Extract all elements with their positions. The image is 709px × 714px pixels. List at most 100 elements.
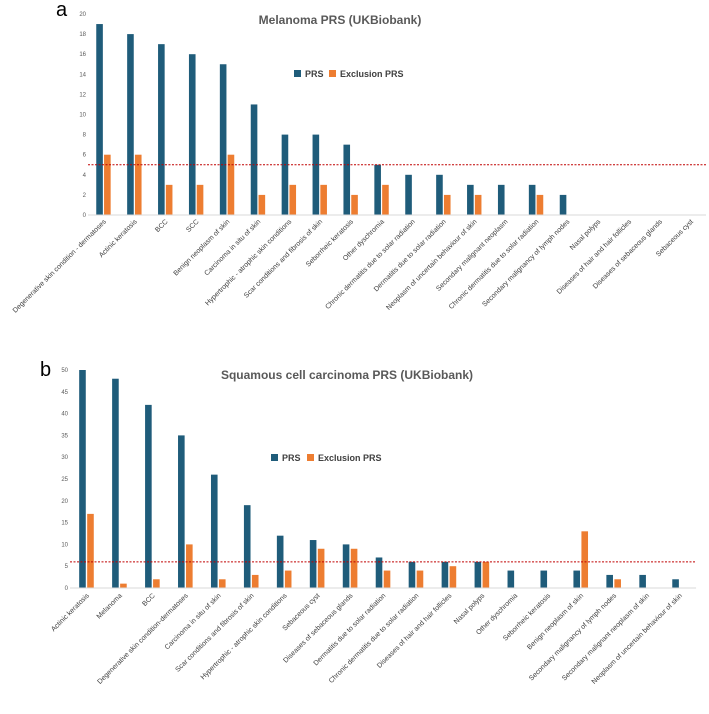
category-label: Dermatitis due to solar radiation — [313, 592, 388, 667]
bar-prs — [312, 134, 320, 215]
bar-prs — [342, 544, 350, 588]
y-tick-label: 0 — [83, 213, 87, 219]
bar-exclusion-prs — [153, 579, 160, 588]
bar-exclusion-prs — [382, 184, 389, 215]
bar-exclusion-prs — [536, 194, 544, 215]
bar-prs — [127, 34, 134, 215]
bar-prs — [281, 134, 289, 215]
bar-prs — [405, 174, 412, 215]
bar-exclusion-prs — [581, 531, 589, 588]
bar-exclusion-prs — [120, 583, 127, 588]
bar-prs — [250, 104, 258, 215]
category-label: Nasal polyps — [569, 218, 603, 252]
y-tick-label: 10 — [61, 542, 68, 548]
bar-exclusion-prs — [284, 570, 292, 588]
bar-exclusion-prs — [87, 513, 94, 588]
chart-panel-a: a Melanoma PRS (UKBiobank) 0 2 4 6 8 10 12 14 16… — [12, 0, 706, 314]
y-tick-label: 16 — [79, 52, 86, 58]
legend-label-exclusion-a: Exclusion PRS — [340, 69, 404, 79]
bar-exclusion-prs — [134, 154, 142, 215]
legend-swatch-exclusion-a — [329, 70, 336, 77]
category-label: Carcinoma in situ of skin — [164, 592, 223, 651]
bar-exclusion-prs — [258, 194, 266, 215]
y-tick-label: 6 — [83, 153, 87, 159]
category-label: Melanoma — [96, 592, 124, 620]
bar-prs — [178, 435, 185, 588]
bar-exclusion-prs — [449, 566, 457, 588]
bar-prs — [540, 570, 548, 588]
bar-prs — [507, 570, 515, 588]
bar-exclusion-prs — [351, 194, 358, 215]
chart-title-b: Squamous cell carcinoma PRS (UKBiobank) — [221, 368, 473, 382]
category-label: Diseases of sebaceous glands — [282, 592, 354, 664]
bar-prs — [474, 561, 482, 588]
legend-label-exclusion-b: Exclusion PRS — [318, 453, 382, 463]
bar-exclusion-prs — [196, 184, 204, 215]
bar-prs — [188, 54, 196, 216]
bar-prs — [375, 557, 383, 588]
bar-exclusion-prs — [443, 194, 451, 215]
bar-prs — [606, 574, 613, 588]
legend-label-prs-a: PRS — [305, 69, 324, 79]
bar-exclusion-prs — [350, 548, 358, 588]
bar-exclusion-prs — [104, 154, 111, 215]
category-label: SCC — [185, 218, 200, 233]
bar-prs — [374, 164, 381, 215]
legend-label-prs-b: PRS — [282, 453, 301, 463]
y-tick-label: 10 — [79, 113, 86, 119]
bar-prs — [210, 474, 218, 588]
bar-prs — [243, 505, 251, 588]
legend-swatch-prs-a — [294, 70, 301, 77]
bar-prs — [96, 24, 103, 215]
bar-prs — [467, 184, 474, 215]
y-tick-label: 8 — [83, 133, 87, 139]
bar-prs — [309, 540, 317, 588]
bar-exclusion-prs — [165, 184, 173, 215]
y-tick-label: 20 — [61, 499, 68, 505]
category-label: Diseases of hair and hair follicles — [376, 592, 454, 670]
bar-exclusion-prs — [474, 194, 482, 215]
bar-exclusion-prs — [317, 548, 325, 588]
chart-title-a: Melanoma PRS (UKBiobank) — [259, 13, 422, 27]
bar-exclusion-prs — [227, 154, 235, 215]
bar-prs — [219, 64, 227, 215]
panel-label-b: b — [40, 359, 51, 381]
bar-prs — [112, 378, 119, 588]
y-tick-label: 20 — [79, 12, 86, 18]
y-tick-label: 12 — [79, 92, 86, 98]
y-tick-label: 4 — [83, 173, 87, 179]
bar-prs — [79, 370, 86, 588]
bar-exclusion-prs — [383, 570, 391, 588]
legend-swatch-prs-b — [271, 454, 278, 461]
category-label: Diseases of sebaceous glands — [592, 218, 664, 290]
bar-exclusion-prs — [614, 579, 621, 588]
y-tick-label: 18 — [79, 32, 86, 38]
category-label: Benign neoplasm of skin — [526, 592, 585, 651]
y-tick-label: 14 — [79, 72, 86, 78]
bar-exclusion-prs — [289, 184, 297, 215]
bar-exclusion-prs — [416, 570, 424, 588]
bar-prs — [343, 144, 351, 215]
legend-a: PRS Exclusion PRS — [294, 69, 404, 79]
y-tick-label: 50 — [61, 368, 68, 374]
category-label: Benign neoplasm of skin — [173, 218, 232, 277]
bar-exclusion-prs — [482, 561, 490, 588]
bar-exclusion-prs — [251, 574, 259, 588]
y-tick-label: 15 — [61, 521, 68, 527]
bar-prs — [672, 579, 679, 588]
legend-swatch-exclusion-b — [307, 454, 314, 461]
category-label: BCC — [154, 218, 169, 233]
panel-label-a: a — [56, 0, 68, 21]
category-label: Actinic keratosis — [50, 592, 91, 633]
y-tick-label: 30 — [61, 455, 68, 461]
category-label: BCC — [141, 592, 156, 607]
bar-prs — [497, 184, 505, 215]
y-tick-label: 25 — [61, 477, 68, 483]
bar-prs — [145, 404, 152, 588]
y-tick-label: 5 — [65, 564, 69, 570]
category-label: Degenerative skin condition - dermatoses — [12, 218, 108, 314]
bar-prs — [639, 574, 646, 588]
bar-prs — [528, 184, 536, 215]
y-tick-label: 35 — [61, 433, 68, 439]
